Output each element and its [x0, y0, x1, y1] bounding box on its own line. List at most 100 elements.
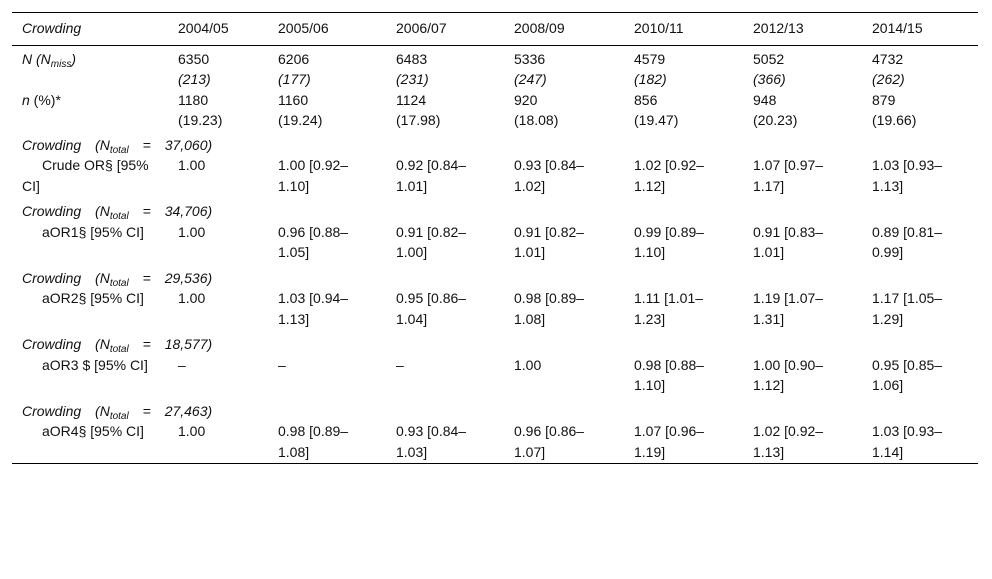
cell-value: (20.23) [753, 112, 798, 128]
cell: 1.00 [178, 290, 206, 306]
title-part: 27,463) [164, 402, 213, 419]
section-row: Crowding (Ntotal = 34,706) [12, 197, 978, 222]
title-part: Crowding (N [22, 136, 110, 153]
label-part: (%)* [29, 91, 61, 108]
cell-value: (213) [178, 71, 211, 87]
cell: 1.00 [514, 356, 542, 373]
cell: 0.93 [0.84–1.02] [514, 157, 585, 194]
cell: 0.91 [0.83–1.01] [753, 223, 824, 261]
cell: – [278, 356, 286, 373]
cell: 5336 (247) [504, 45, 624, 90]
cell: 1.07 [0.96–1.19] [634, 423, 705, 460]
row-label: aOR4§ [95% CI] [42, 423, 144, 439]
title-part: Crowding (N [22, 203, 110, 219]
header-cell: 2005/06 [268, 12, 386, 46]
cell: 6350 (213) [168, 45, 268, 90]
cell: 0.96 [0.86–1.07] [514, 423, 585, 460]
title-part: Crowding (N [22, 402, 110, 419]
cell-value: 6206 [278, 50, 310, 67]
header-row: Crowding 2004/05 2005/06 2006/07 2008/09 2010… [12, 12, 978, 46]
title-part: 18,577) [164, 336, 213, 352]
row: aOR2§ [95% CI] 1.00 1.03 [0.94–1.13] 0.95 [… [12, 288, 978, 330]
cell-value: 1124 [396, 91, 427, 108]
title-part: Crowding (N [22, 269, 110, 286]
cell: 1.03 [0.93–1.14] [872, 423, 943, 460]
cell-value: 948 [753, 91, 777, 108]
row: aOR3 $ [95% CI] – – – 1.00 0.98 [0.88–1.10] 1.… [12, 355, 978, 397]
row-label: Crude OR§ [95% CI] [22, 157, 149, 194]
title-part: = [142, 203, 151, 219]
title-part: = [142, 269, 151, 286]
row-label: aOR1§ [95% CI] [42, 223, 144, 240]
cell: 0.96 [0.88–1.05] [278, 223, 349, 261]
section-title: Crowding (Ntotal = 29,536) [12, 264, 268, 289]
cell: 6206 (177) [268, 45, 386, 90]
cell: 920 (18.08) [504, 90, 624, 131]
cell: 0.95 [0.86–1.04] [396, 290, 467, 327]
header-cell: Crowding [12, 12, 168, 46]
cell: 0.91 [0.82–1.00] [396, 223, 467, 261]
title-part: 37,060) [164, 136, 213, 153]
header-cell: 2006/07 [386, 12, 504, 46]
table-header: Crowding 2004/05 2005/06 2006/07 2008/09 2010… [12, 12, 978, 46]
section-title: Crowding (Ntotal = 37,060) [12, 131, 268, 156]
cell: 1.03 [0.93–1.13] [872, 157, 943, 194]
cell-value: (19.23) [178, 112, 223, 128]
cell-value: (366) [753, 71, 786, 87]
cell: 0.99 [0.89–1.10] [634, 223, 705, 261]
section-title: Crowding (Ntotal = 27,463) [12, 397, 268, 422]
cell-value: 856 [634, 91, 658, 108]
cell-value: (262) [872, 71, 905, 87]
cell: 1.00 [0.90–1.12] [753, 356, 824, 394]
cell: 1.00 [178, 157, 206, 173]
title-part: total [109, 277, 129, 289]
row: n (%)* 1180 (19.23) 1160 (19.24) 1124 (17.98) 9… [12, 90, 978, 131]
cell: 6483 (231) [386, 45, 504, 90]
data-table: Crowding 2004/05 2005/06 2006/07 2008/09 2010… [12, 12, 978, 464]
title-part: Crowding (N [22, 336, 110, 352]
cell: 856 (19.47) [624, 90, 743, 131]
label-part: ) [71, 50, 77, 67]
cell-value: (17.98) [396, 112, 441, 128]
header-cell: 2010/11 [624, 12, 743, 46]
title-part: total [109, 410, 129, 422]
row: N (Nmiss) 6350 (213) 6206 (177) 6483 (231) 5336… [12, 45, 978, 90]
row-label: aOR2§ [95% CI] [42, 290, 144, 306]
cell: 0.95 [0.85–1.06] [872, 356, 943, 394]
section-row: Crowding (Ntotal = 18,577) [12, 330, 978, 355]
cell-value: (18.08) [514, 112, 559, 128]
cell: 0.89 [0.81–0.99] [872, 223, 943, 261]
cell: 1.00 [178, 423, 206, 439]
cell: 1124 (17.98) [386, 90, 504, 131]
section-title: Crowding (Ntotal = 18,577) [12, 330, 268, 355]
title-part: = [142, 336, 151, 352]
cell: 1.00 [0.92–1.10] [278, 157, 349, 194]
cell: – [178, 356, 186, 373]
cell-value: 5336 [514, 50, 546, 67]
cell: 1.11 [1.01–1.23] [634, 290, 704, 327]
cell: 5052 (366) [743, 45, 862, 90]
section-row: Crowding (Ntotal = 37,060) [12, 131, 978, 156]
cell-value: (182) [634, 71, 667, 87]
cell: 4732 (262) [862, 45, 978, 90]
cell: 879 (19.66) [862, 90, 978, 131]
title-part: = [142, 402, 151, 419]
cell-value: (19.66) [872, 112, 917, 128]
title-part: = [142, 136, 151, 153]
cell-value: 1180 [178, 91, 209, 108]
header-cell: 2012/13 [743, 12, 862, 46]
cell: 1.17 [1.05–1.29] [872, 290, 943, 327]
cell: 1.03 [0.94–1.13] [278, 290, 349, 327]
label-part: miss [50, 58, 72, 70]
cell: 1.19 [1.07–1.31] [753, 290, 824, 327]
section-row: Crowding (Ntotal = 27,463) [12, 397, 978, 422]
cell-value: (231) [396, 71, 429, 87]
table-body: N (Nmiss) 6350 (213) 6206 (177) 6483 (231) 5336… [12, 45, 978, 464]
row-label: n (%)* [12, 90, 168, 131]
cell-value: 5052 [753, 50, 785, 67]
cell-value: 6350 [178, 50, 210, 67]
row-label: N (Nmiss) [12, 45, 168, 90]
title-part: total [109, 144, 129, 156]
header-cell: 2008/09 [504, 12, 624, 46]
